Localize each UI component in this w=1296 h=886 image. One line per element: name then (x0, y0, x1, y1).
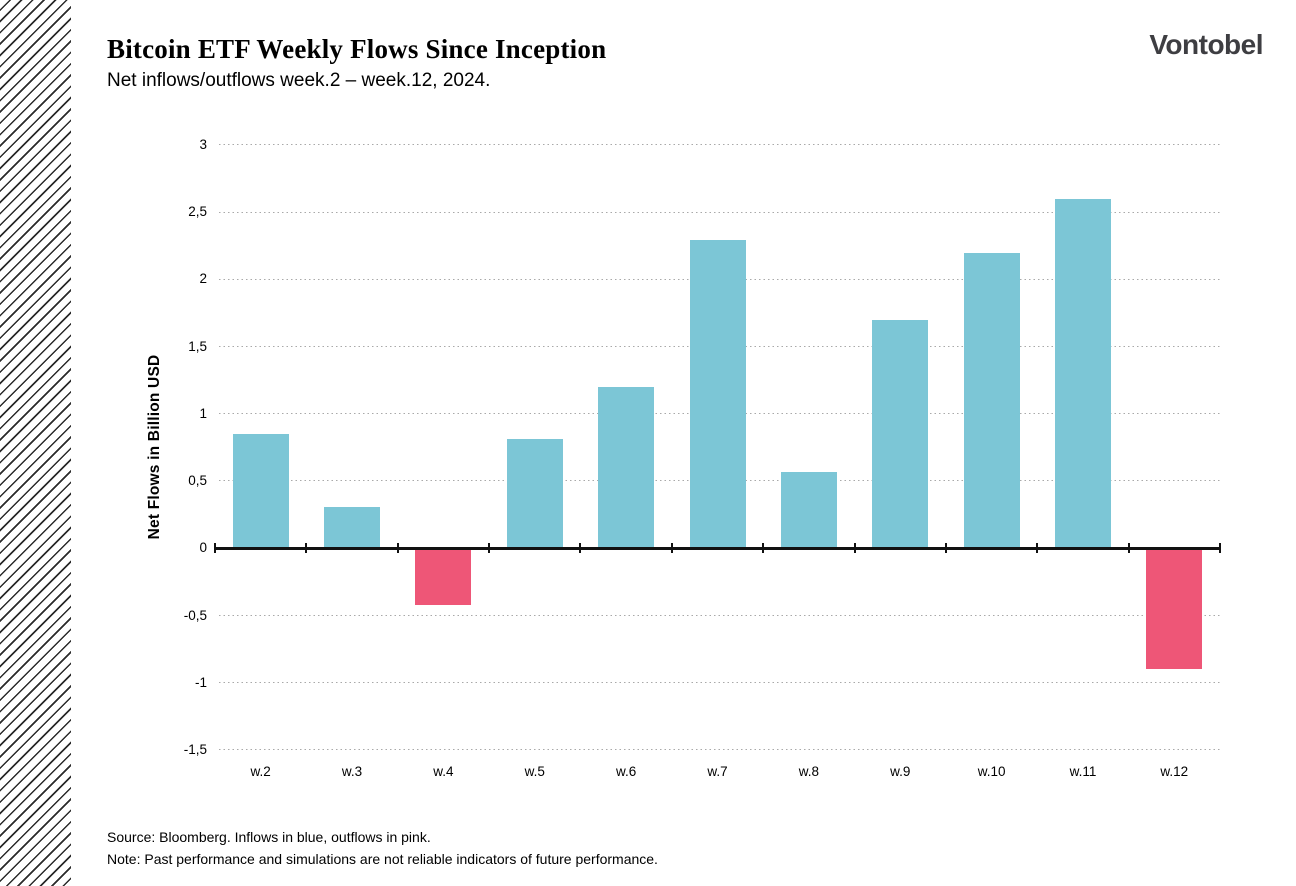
chart-footer: Source: Bloomberg. Inflows in blue, outf… (107, 826, 658, 870)
y-tick-label: 0,5 (188, 473, 207, 489)
bar-w.9 (872, 319, 929, 549)
bar-w.3 (324, 506, 381, 549)
disclaimer-note: Note: Past performance and simulations a… (107, 851, 658, 867)
bar-w.12 (1146, 548, 1203, 670)
y-tick-label: -0,5 (183, 607, 207, 623)
y-tick-label: 2 (199, 271, 207, 287)
bar-w.5 (506, 439, 563, 549)
x-axis-baseline (215, 546, 1220, 550)
x-tick-label: w.10 (977, 764, 1006, 779)
axis-tick (396, 543, 399, 554)
x-tick-label: w.11 (1069, 764, 1097, 779)
axis-tick (1219, 543, 1221, 554)
chart-subtitle: Net inflows/outflows week.2 – week.12, 2… (107, 70, 491, 91)
axis-tick (762, 543, 765, 554)
y-tick-label: 3 (199, 137, 207, 152)
x-tick-label: w.7 (707, 764, 728, 779)
x-tick-label: w.4 (433, 764, 454, 779)
bar-w.10 (963, 252, 1020, 549)
decorative-hatch-strip (0, 0, 71, 886)
axis-tick (853, 543, 856, 554)
axis-tick (1127, 543, 1130, 554)
gridline (219, 614, 1220, 617)
axis-tick (579, 543, 582, 554)
axis-tick (670, 543, 673, 554)
source-note: Source: Bloomberg. Inflows in blue, outf… (107, 829, 431, 845)
x-tick-label: w.5 (524, 764, 545, 779)
bar-w.4 (415, 548, 472, 605)
bar-w.2 (232, 434, 289, 549)
axis-tick (944, 543, 947, 554)
x-tick-label: w.2 (250, 764, 271, 779)
gridline (219, 144, 1220, 147)
gridline (219, 682, 1220, 685)
axis-tick (305, 543, 308, 554)
x-tick-label: w.8 (798, 764, 819, 779)
y-tick-label: 2,5 (188, 204, 207, 220)
gridline (219, 211, 1220, 214)
y-tick-label: 1 (199, 405, 207, 421)
x-tick-label: w.9 (890, 764, 911, 779)
y-axis-title: Net Flows in Billion USD (146, 354, 163, 540)
chart-title: Bitcoin ETF Weekly Flows Since Inception (107, 34, 607, 64)
gridline (219, 749, 1220, 752)
axis-tick (488, 543, 491, 554)
vontobel-logo: Vontobel (1149, 29, 1263, 60)
y-tick-label: -1,5 (183, 742, 207, 757)
y-tick-label: 0 (199, 540, 207, 556)
x-tick-label: w.3 (341, 764, 363, 779)
y-tick-label: -1 (194, 674, 207, 690)
bar-w.7 (689, 240, 746, 549)
bar-w.11 (1054, 198, 1111, 549)
x-tick-label: w.12 (1160, 764, 1189, 779)
bar-chart-plot-area: 3 2,5 2 1,5 1 0,5 0 -0,5 -1 -1,5 w.2 w.3 w.4 w.5 w.6 w.… (184, 137, 1221, 779)
axis-tick (214, 543, 216, 554)
axis-tick (1036, 543, 1039, 554)
bar-w.8 (780, 471, 837, 549)
bar-w.6 (598, 387, 655, 549)
x-tick-label: w.6 (615, 764, 637, 779)
y-tick-label: 1,5 (188, 338, 207, 354)
